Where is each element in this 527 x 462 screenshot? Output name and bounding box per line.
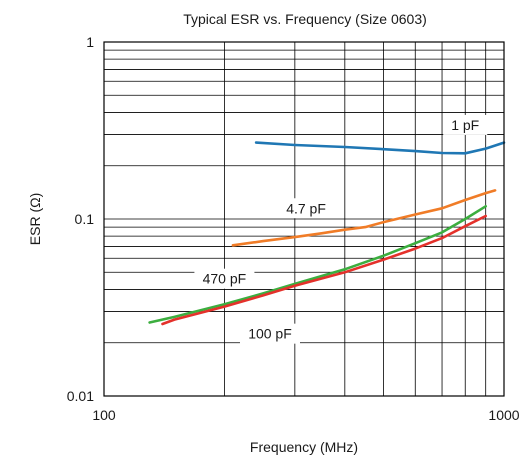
series-label-bg <box>276 198 337 219</box>
x-tick-label: 1000 <box>488 407 519 423</box>
series-labels: 1 pF 4.7 pF 470 pF 100 pF <box>194 114 488 344</box>
plot-frame <box>103 41 505 397</box>
series-label: 4.7 pF <box>286 200 326 216</box>
y-tick-label: 0.01 <box>67 388 94 404</box>
series-line-4 <box>161 214 488 326</box>
series-label: 1 pF <box>451 117 479 133</box>
series-lines <box>148 141 506 326</box>
x-axis-label: Frequency (MHz) <box>250 439 358 455</box>
series-line-2 <box>231 189 497 247</box>
y-axis-label: ESR (Ω) <box>27 193 43 245</box>
series-label: 470 pF <box>203 271 247 287</box>
series-label: 100 pF <box>248 326 292 342</box>
x-tick-label: 100 <box>92 407 116 423</box>
tick-labels: 100 1000 0.01 0.1 1 <box>67 34 520 423</box>
series-line-1 <box>254 141 506 155</box>
series-label-bg <box>239 323 300 344</box>
y-tick-label: 0.1 <box>75 211 95 227</box>
series-label-bg <box>194 268 255 289</box>
series-label-bg <box>443 114 488 135</box>
chart-title: Typical ESR vs. Frequency (Size 0603) <box>183 11 427 27</box>
grid <box>104 42 504 396</box>
y-tick-label: 1 <box>86 34 94 50</box>
series-line-3 <box>148 205 488 324</box>
